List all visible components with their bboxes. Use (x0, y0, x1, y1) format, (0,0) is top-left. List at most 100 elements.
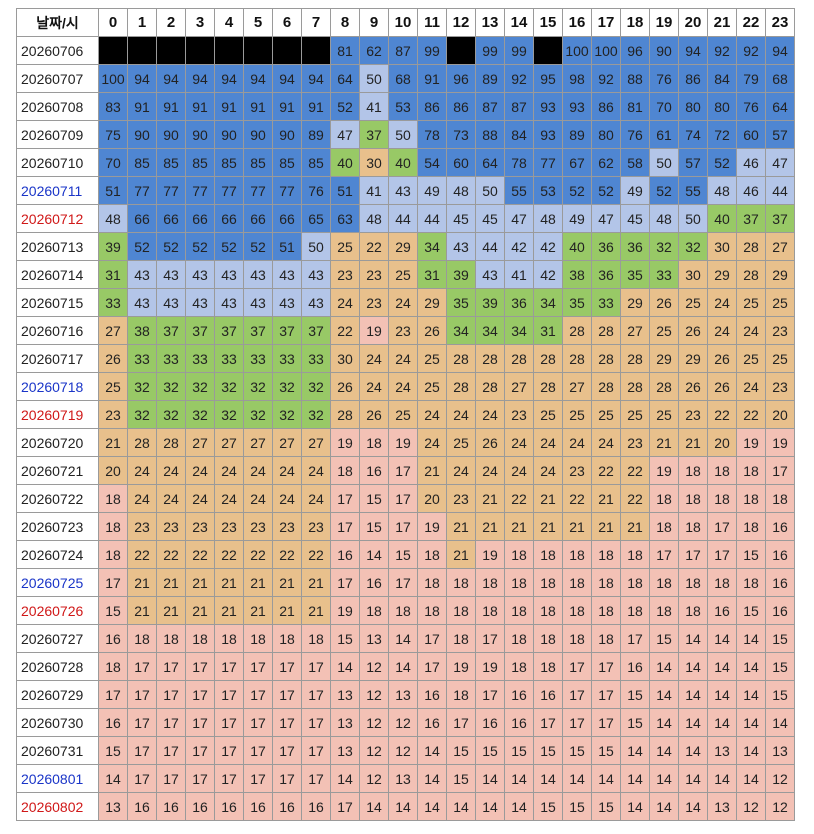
value-cell: 14 (649, 764, 679, 793)
value-cell: 88 (620, 64, 650, 93)
value-cell: 100 (562, 36, 592, 65)
value-cell: 17 (214, 708, 244, 737)
date-cell: 20260720 (16, 428, 99, 457)
value-cell: 14 (707, 708, 737, 737)
value-cell: 23 (330, 260, 360, 289)
value-cell: 57 (678, 148, 708, 177)
value-cell: 17 (243, 652, 273, 681)
value-cell: 50 (678, 204, 708, 233)
value-cell: 27 (301, 428, 331, 457)
value-cell: 43 (243, 260, 273, 289)
value-cell: 21 (446, 540, 476, 569)
value-cell: 14 (707, 680, 737, 709)
value-cell: 78 (504, 148, 534, 177)
value-cell: 21 (156, 568, 186, 597)
hour-header: 6 (272, 8, 302, 37)
grid-body: 20260706 81 62 87 99 99 99 100 100 96 90 94 92 92 94 20… (16, 36, 795, 821)
value-cell: 30 (330, 344, 360, 373)
value-cell: 42 (504, 232, 534, 261)
value-cell: 77 (243, 176, 273, 205)
value-cell: 61 (649, 120, 679, 149)
value-cell: 30 (359, 148, 389, 177)
value-cell: 21 (243, 596, 273, 625)
value-cell: 62 (591, 148, 621, 177)
value-cell: 76 (301, 176, 331, 205)
value-cell: 23 (504, 400, 534, 429)
value-cell: 28 (620, 372, 650, 401)
value-cell: 33 (301, 344, 331, 373)
date-cell: 20260706 (16, 36, 99, 65)
value-cell: 18 (591, 540, 621, 569)
value-cell: 19 (388, 428, 418, 457)
table-row: 20260710 70 85 85 85 85 85 85 85 40 30 40 54 60 64 78 77… (16, 148, 795, 177)
value-cell: 66 (214, 204, 244, 233)
value-cell: 24 (475, 456, 505, 485)
value-cell: 17 (127, 708, 157, 737)
value-cell: 14 (330, 764, 360, 793)
value-cell: 52 (185, 232, 215, 261)
hour-header: 14 (504, 8, 534, 37)
value-cell: 15 (591, 792, 621, 821)
value-cell: 17 (272, 764, 302, 793)
value-cell: 20 (707, 428, 737, 457)
value-cell: 50 (388, 120, 418, 149)
value-cell: 87 (388, 36, 418, 65)
value-cell: 22 (301, 540, 331, 569)
value-cell: 26 (649, 288, 679, 317)
value-cell: 17 (417, 624, 447, 653)
value-cell: 15 (620, 708, 650, 737)
value-cell: 25 (765, 344, 795, 373)
value-cell: 16 (214, 792, 244, 821)
value-cell: 33 (591, 288, 621, 317)
value-cell: 48 (446, 176, 476, 205)
value-cell: 41 (359, 92, 389, 121)
value-cell: 21 (156, 596, 186, 625)
value-cell: 15 (98, 736, 128, 765)
value-cell: 37 (736, 204, 766, 233)
value-cell: 32 (127, 372, 157, 401)
table-row: 20260715 33 43 43 43 43 43 43 43 24 23 24 29 35 39 36 34… (16, 288, 795, 317)
value-cell: 24 (272, 456, 302, 485)
table-row: 20260716 27 38 37 37 37 37 37 37 22 19 23 26 34 34 34 31… (16, 316, 795, 345)
value-cell: 91 (417, 64, 447, 93)
value-cell: 17 (417, 652, 447, 681)
value-cell: 17 (156, 708, 186, 737)
grid-container: 날짜/시 0 1 2 3 4 5 6 7 8 9 10 11 12 13 14 15 16 17 18 19 20 21 2… (16, 8, 795, 821)
value-cell: 17 (272, 652, 302, 681)
value-cell: 25 (98, 372, 128, 401)
value-cell: 50 (301, 232, 331, 261)
value-cell: 16 (765, 568, 795, 597)
value-cell: 25 (388, 260, 418, 289)
value-cell: 18 (533, 624, 563, 653)
value-cell: 17 (533, 708, 563, 737)
value-cell: 20 (765, 400, 795, 429)
value-cell: 18 (417, 540, 447, 569)
value-cell: 22 (330, 316, 360, 345)
table-row: 20260801 14 17 17 17 17 17 17 17 14 12 13 14 15 14 14 14… (16, 764, 795, 793)
value-cell: 44 (388, 204, 418, 233)
date-cell: 20260710 (16, 148, 99, 177)
value-cell: 22 (243, 540, 273, 569)
value-cell: 17 (243, 736, 273, 765)
date-cell: 20260707 (16, 64, 99, 93)
value-cell: 17 (562, 708, 592, 737)
value-cell: 21 (417, 456, 447, 485)
value-cell: 32 (214, 372, 244, 401)
value-cell: 21 (475, 484, 505, 513)
value-cell: 15 (446, 764, 476, 793)
value-cell (243, 36, 273, 65)
value-cell: 17 (127, 764, 157, 793)
value-cell: 14 (707, 652, 737, 681)
value-cell: 14 (417, 736, 447, 765)
date-cell: 20260723 (16, 512, 99, 541)
value-cell: 28 (649, 372, 679, 401)
value-cell: 18 (707, 484, 737, 513)
value-cell: 32 (185, 400, 215, 429)
value-cell: 17 (475, 624, 505, 653)
value-cell: 14 (330, 652, 360, 681)
value-cell: 14 (504, 764, 534, 793)
value-cell: 32 (678, 232, 708, 261)
value-cell: 14 (678, 624, 708, 653)
value-cell: 18 (736, 484, 766, 513)
value-cell: 92 (736, 36, 766, 65)
